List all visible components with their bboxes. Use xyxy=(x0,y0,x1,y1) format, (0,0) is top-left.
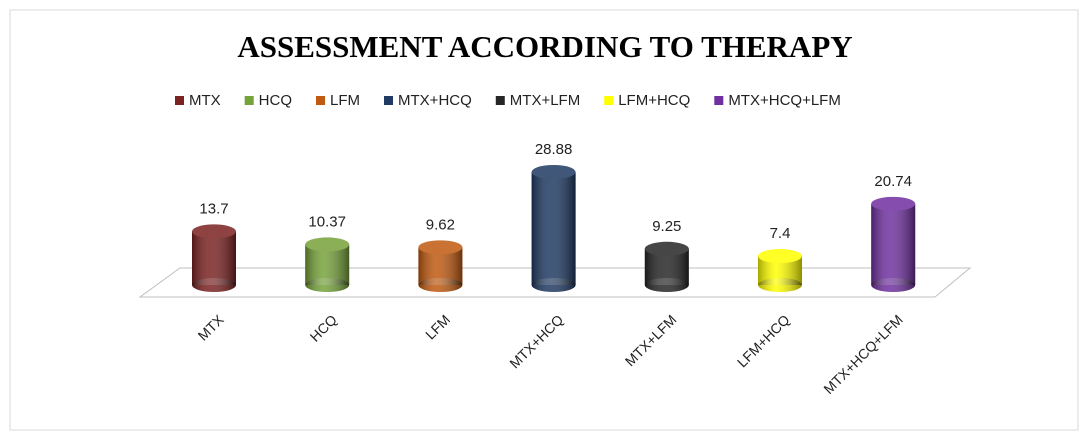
bar-top xyxy=(531,165,576,179)
bar-bottom-shade xyxy=(758,278,802,292)
legend-label: MTX+LFM xyxy=(510,92,580,109)
bar-top-highlight xyxy=(305,237,350,252)
bar-top-highlight xyxy=(418,240,463,255)
value-label: 28.88 xyxy=(535,141,573,158)
bar-top xyxy=(305,237,350,252)
value-label: 20.74 xyxy=(874,173,912,190)
bar-shade xyxy=(531,172,576,285)
bar-top-highlight xyxy=(192,224,236,239)
legend-label: LFM+HCQ xyxy=(618,92,690,109)
value-label: 13.7 xyxy=(199,200,228,217)
legend-label: MTX+HCQ xyxy=(398,92,472,109)
legend-swatch xyxy=(316,96,326,105)
bar-top-highlight xyxy=(758,249,802,264)
legend-swatch xyxy=(175,96,184,105)
bar-bottom-shade xyxy=(418,278,463,292)
legend-swatch xyxy=(495,96,505,105)
bar-shade xyxy=(871,203,916,285)
bar-top xyxy=(192,224,236,239)
bar-top-highlight xyxy=(531,165,576,179)
value-label: 9.62 xyxy=(426,216,455,233)
bar-top-highlight xyxy=(871,196,916,211)
legend-swatch xyxy=(244,96,254,105)
bar-bottom-shade xyxy=(305,278,350,292)
legend-label: LFM xyxy=(330,92,360,109)
bar-top xyxy=(418,240,463,255)
bar-shade xyxy=(192,231,236,285)
bar-bottom-shade xyxy=(644,278,689,292)
bar-top-highlight xyxy=(644,241,689,256)
bar-bottom-shade xyxy=(192,278,236,292)
legend-swatch xyxy=(384,96,394,105)
value-label: 7.4 xyxy=(770,225,791,242)
value-label: 10.37 xyxy=(308,213,346,230)
bar-top xyxy=(871,196,916,211)
chart-title: ASSESSMENT ACCORDING TO THERAPY xyxy=(237,29,852,64)
legend-swatch xyxy=(604,96,614,105)
bar-top xyxy=(644,241,689,256)
bar-bottom-shade xyxy=(871,278,916,292)
bar-bottom-shade xyxy=(531,278,576,292)
legend-label: MTX+HCQ+LFM xyxy=(728,92,841,109)
bar-top xyxy=(758,249,802,264)
legend-swatch xyxy=(714,96,724,105)
legend-label: HCQ xyxy=(259,92,292,109)
value-label: 9.25 xyxy=(652,218,681,235)
legend-label: MTX xyxy=(189,92,221,109)
